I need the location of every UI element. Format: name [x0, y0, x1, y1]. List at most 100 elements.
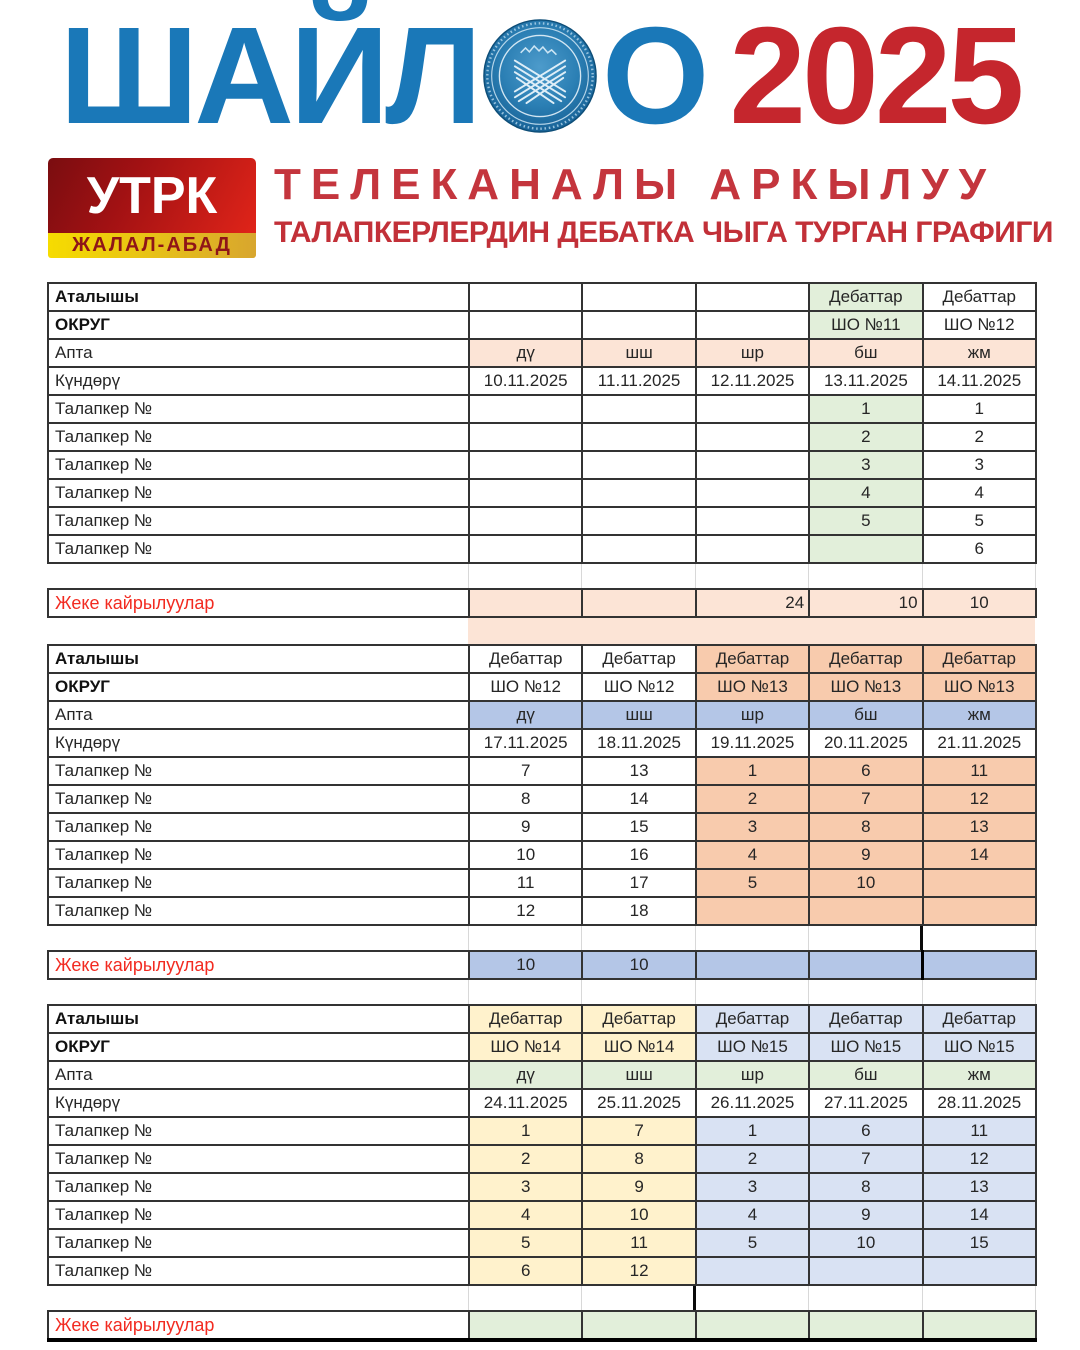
cell: жм — [921, 700, 1037, 730]
cell — [694, 534, 811, 564]
cell: дү — [467, 700, 584, 730]
row-apta: Апта дү шш шр бш жм — [47, 700, 1037, 730]
row-label: Аталышы — [47, 282, 470, 312]
row-label: Талапкер № — [47, 478, 470, 508]
page-title: ШАЙЛ О — [0, 2, 1080, 150]
row-talapker-6: Талапкер № 6 — [47, 534, 1037, 564]
row-talapker-4: Талапкер № 4 10 4 9 14 — [47, 1200, 1037, 1230]
row-talapker-6: Талапкер № 6 12 — [47, 1256, 1037, 1286]
gridline — [1035, 980, 1036, 1004]
cell: Дебаттар — [808, 1004, 924, 1034]
schedule-tables: Аталышы Дебаттар Дебаттар ОКРУГ ШО №11 ШО №12… — [47, 282, 1037, 1342]
cell: 1 — [808, 394, 924, 424]
utrk-logo: УТРК ЖАЛАЛ-АБАД — [48, 158, 256, 258]
row-label: Апта — [47, 338, 470, 368]
cell: жм — [921, 338, 1037, 368]
row-label: Талапкер № — [47, 868, 470, 898]
row-kundoru: Күндөрү 24.11.2025 25.11.2025 26.11.2025 27.… — [47, 1088, 1037, 1118]
row-talapker-2: Талапкер № 8 14 2 7 12 — [47, 784, 1037, 814]
cell: 3 — [467, 1172, 584, 1202]
gridline — [468, 980, 469, 1004]
cell: 13 — [921, 812, 1037, 842]
cell — [694, 450, 811, 480]
cell: 19.11.2025 — [694, 728, 811, 758]
utrk-logo-red-block: УТРК — [48, 158, 256, 233]
row-label: Талапкер № — [47, 1116, 470, 1146]
schedule-table-3: Аталышы Дебаттар Дебаттар Дебаттар Дебаттар Д… — [47, 1004, 1037, 1286]
cell: ШО №15 — [694, 1032, 811, 1062]
gridline — [694, 926, 696, 950]
cell: ШО №12 — [921, 310, 1037, 340]
gridline — [581, 1286, 583, 1310]
cell — [694, 394, 811, 424]
cell — [581, 506, 697, 536]
row-label: Талапкер № — [47, 534, 470, 564]
cell: ШО №12 — [581, 672, 697, 702]
gridline — [921, 564, 923, 588]
cell: ШО №12 — [467, 672, 584, 702]
cell: 6 — [808, 1116, 924, 1146]
schedule-table-1: Аталышы Дебаттар Дебаттар ОКРУГ ШО №11 ШО №12… — [47, 282, 1037, 564]
cell: ШО №15 — [921, 1032, 1037, 1062]
row-atalyshy: Аталышы Дебаттар Дебаттар — [47, 282, 1037, 312]
row-talapker-4: Талапкер № 10 16 4 9 14 — [47, 840, 1037, 870]
utrk-logo-yellow-strip: ЖАЛАЛ-АБАД — [48, 233, 256, 258]
cell: 7 — [581, 1116, 697, 1146]
row-apta: Апта дү шш шр бш жм — [47, 338, 1037, 368]
cell: 1 — [694, 1116, 811, 1146]
cell — [694, 1256, 811, 1286]
cell: 2 — [467, 1144, 584, 1174]
cell — [467, 506, 584, 536]
row-talapker-1: Талапкер № 1 7 1 6 11 — [47, 1116, 1037, 1146]
cell — [581, 450, 697, 480]
cell — [581, 1310, 697, 1342]
gridline — [468, 926, 469, 950]
cell: шр — [694, 338, 811, 368]
row-label: Талапкер № — [47, 1228, 470, 1258]
row-talapker-1: Талапкер № 1 1 — [47, 394, 1037, 424]
cell: 5 — [808, 506, 924, 536]
gridline — [1035, 564, 1036, 588]
cell: 28.11.2025 — [921, 1088, 1037, 1118]
cell — [808, 534, 924, 564]
cell: 21.11.2025 — [921, 728, 1037, 758]
cell: 5 — [694, 868, 811, 898]
row-okrug: ОКРУГ ШО №12 ШО №12 ШО №13 ШО №13 ШО №13 — [47, 672, 1037, 702]
cell: ШО №13 — [921, 672, 1037, 702]
cell — [467, 394, 584, 424]
cell: 5 — [921, 506, 1037, 536]
row-label: Талапкер № — [47, 812, 470, 842]
cell — [921, 896, 1037, 926]
cell — [921, 1256, 1037, 1286]
thick-border-line — [920, 926, 924, 950]
row-talapker-4: Талапкер № 4 4 — [47, 478, 1037, 508]
cell: 6 — [808, 756, 924, 786]
row-kundoru: Күндөрү 10.11.2025 11.11.2025 12.11.2025 13.… — [47, 366, 1037, 396]
row-zheke: Жеке кайрылуулар 10 10 — [47, 950, 1037, 980]
cell: 2 — [694, 1144, 811, 1174]
gridline — [1035, 926, 1036, 950]
gridline — [921, 980, 923, 1004]
cell — [921, 868, 1037, 898]
cell: 20.11.2025 — [808, 728, 924, 758]
title-year: 2025 — [729, 0, 1024, 153]
row-label: Талапкер № — [47, 506, 470, 536]
cell: 9 — [808, 840, 924, 870]
row-talapker-5: Талапкер № 5 11 5 10 15 — [47, 1228, 1037, 1258]
cell: ШО №11 — [808, 310, 924, 340]
cell: 14 — [581, 784, 697, 814]
cell: 25.11.2025 — [581, 1088, 697, 1118]
row-label: Талапкер № — [47, 784, 470, 814]
cell: жм — [921, 1060, 1037, 1090]
cell: 8 — [467, 784, 584, 814]
row-okrug: ОКРУГ ШО №11 ШО №12 — [47, 310, 1037, 340]
row-label: Талапкер № — [47, 394, 470, 424]
cell: ШО №14 — [467, 1032, 584, 1062]
utrk-region-text: ЖАЛАЛ-АБАД — [72, 234, 232, 256]
cell: 12 — [921, 1144, 1037, 1174]
cell: 3 — [694, 812, 811, 842]
cell — [694, 506, 811, 536]
cell: 10 — [581, 1200, 697, 1230]
cell: 10.11.2025 — [467, 366, 584, 396]
